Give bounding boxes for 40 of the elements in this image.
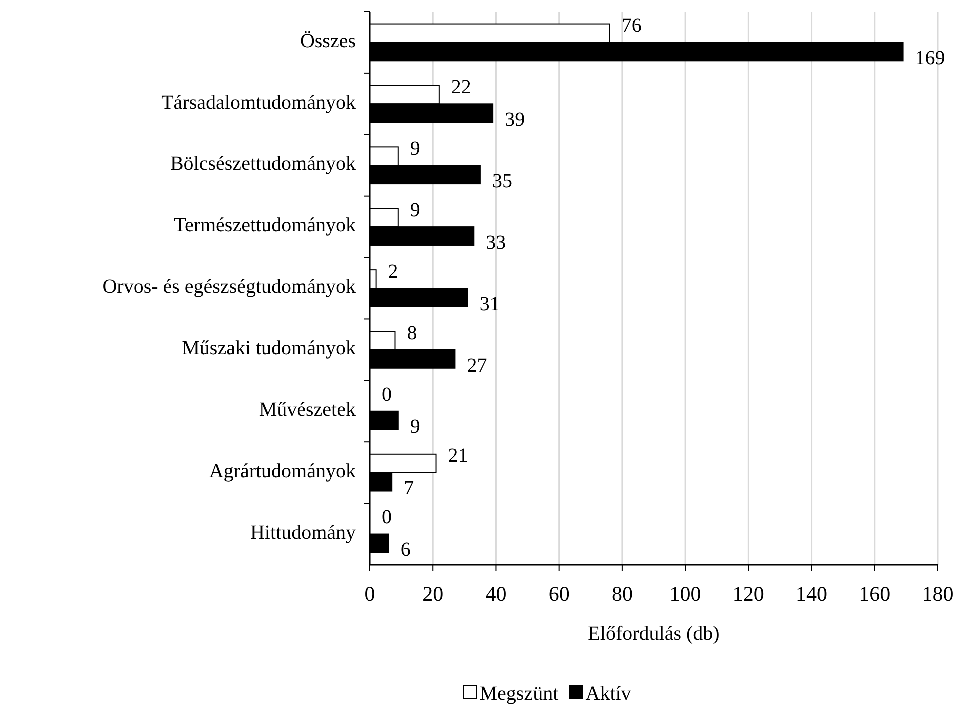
data-label: 8 [407, 322, 418, 344]
y-tick-label: Agrártudományok [209, 460, 356, 482]
data-label: 31 [480, 293, 500, 316]
data-label: 76 [622, 15, 642, 38]
data-label: 35 [492, 170, 512, 192]
data-label: 9 [410, 138, 420, 160]
y-tick-label: Műszaki tudományok [182, 338, 356, 360]
data-label: 33 [486, 232, 506, 254]
data-label: 21 [448, 445, 468, 468]
y-tick-label: Művészetek [259, 398, 356, 421]
data-label: 6 [400, 539, 411, 562]
data-label: 7 [404, 478, 414, 500]
x-tick-label: 160 [859, 582, 891, 606]
data-label: 169 [915, 48, 946, 70]
x-tick-label: 40 [486, 582, 507, 606]
x-axis-title: Előfordulás (db) [588, 623, 720, 645]
x-tick-label: 100 [670, 582, 702, 606]
x-tick-label: 20 [422, 582, 444, 606]
data-label: 0 [382, 506, 392, 529]
x-tick-label: 80 [612, 582, 633, 606]
data-label: 27 [467, 354, 488, 377]
x-tick-label: 60 [548, 582, 570, 606]
y-tick-label: Hittudomány [250, 522, 356, 544]
legend-label: Aktív [586, 683, 632, 705]
y-tick-label: Bölcsészettudományok [170, 153, 356, 176]
x-tick-label: 120 [732, 582, 764, 606]
legend-label: Megszünt [480, 683, 560, 705]
data-label: 9 [410, 199, 420, 222]
data-label: 39 [505, 108, 526, 131]
data-label: 9 [410, 416, 420, 438]
y-tick-label: Természettudományok [174, 214, 356, 237]
y-tick-label: Társadalomtudományok [162, 92, 356, 114]
data-label: 2 [388, 260, 398, 283]
data-label: 22 [451, 76, 472, 99]
x-tick-label: 140 [796, 582, 828, 606]
y-tick-label: Összes [300, 30, 356, 52]
data-label: 0 [382, 384, 392, 406]
y-tick-label: Orvos- és egészségtudományok [102, 276, 356, 298]
x-tick-label: 0 [364, 582, 376, 606]
x-tick-label: 180 [922, 582, 954, 606]
